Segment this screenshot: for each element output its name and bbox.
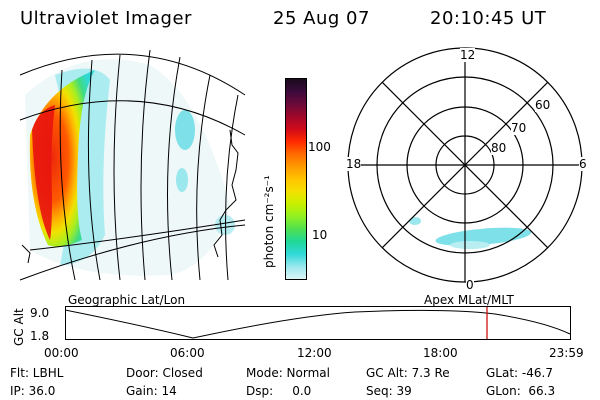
x-tick-1200: 12:00 [297,346,332,360]
observation-date: 25 Aug 07 [273,8,370,29]
timeline-right-label: Apex MLat/MLT [424,293,514,307]
polar-aurora [435,227,532,246]
info-glat: GLat: -46.7 [486,366,553,380]
colorbar-gradient [286,79,306,279]
info-filter: Flt: LBHL [10,366,64,380]
observation-time: 20:10:45 UT [430,8,547,29]
x-tick-0000: 00:00 [44,346,79,360]
polar-aurora [450,241,490,249]
info-dsp: Dsp: 0.0 [246,384,312,398]
aurora-core [32,105,55,240]
timeline-left-label: Geographic Lat/Lon [68,293,186,307]
info-mode: Mode: Normal [246,366,330,380]
aurora-patch [175,110,195,150]
polar-lat-80: 80 [491,141,507,155]
polar-plot [347,47,583,283]
info-door: Door: Closed [126,366,203,380]
aurora-patch [176,168,188,192]
colorbar-tick-100: 100 [308,140,331,154]
info-glon: GLon: 66.3 [486,384,556,398]
colorbar-tick-10: 10 [312,228,328,242]
coastline [21,244,31,264]
colorbar-unit-label: photon cm⁻²s⁻¹ [262,175,276,268]
lat-lon-grid [19,49,246,281]
polar-lat-70: 70 [511,121,527,135]
coastline [213,129,239,258]
x-tick-1800: 18:00 [423,346,458,360]
colorbar [285,78,307,280]
x-tick-0600: 06:00 [170,346,205,360]
timeline-y-min: 1.8 [30,329,50,343]
timeline-axis-title: GC Alt [12,308,26,346]
polar-grid [347,47,583,283]
altitude-curve [65,309,571,339]
geographic-aurora-image [19,49,246,281]
x-tick-2359: 23:59 [549,346,584,360]
timeline-plot [65,306,571,340]
polar-aurora [409,217,421,225]
polar-lat-60: 60 [535,98,551,112]
polar-label-12: 12 [460,48,476,62]
aurora-patch [215,215,235,235]
polar-label-6: 6 [579,157,587,171]
instrument-title: Ultraviolet Imager [20,8,192,29]
info-ip: IP: 36.0 [10,384,56,398]
timeline-frame [65,306,571,340]
info-seq: Seq: 39 [366,384,412,398]
timeline-y-max: 9.0 [30,306,50,320]
info-gc-alt: GC Alt: 7.3 Re [366,366,450,380]
polar-label-18: 18 [346,157,362,171]
info-gain: Gain: 14 [126,384,177,398]
polar-label-0: 0 [466,278,474,292]
